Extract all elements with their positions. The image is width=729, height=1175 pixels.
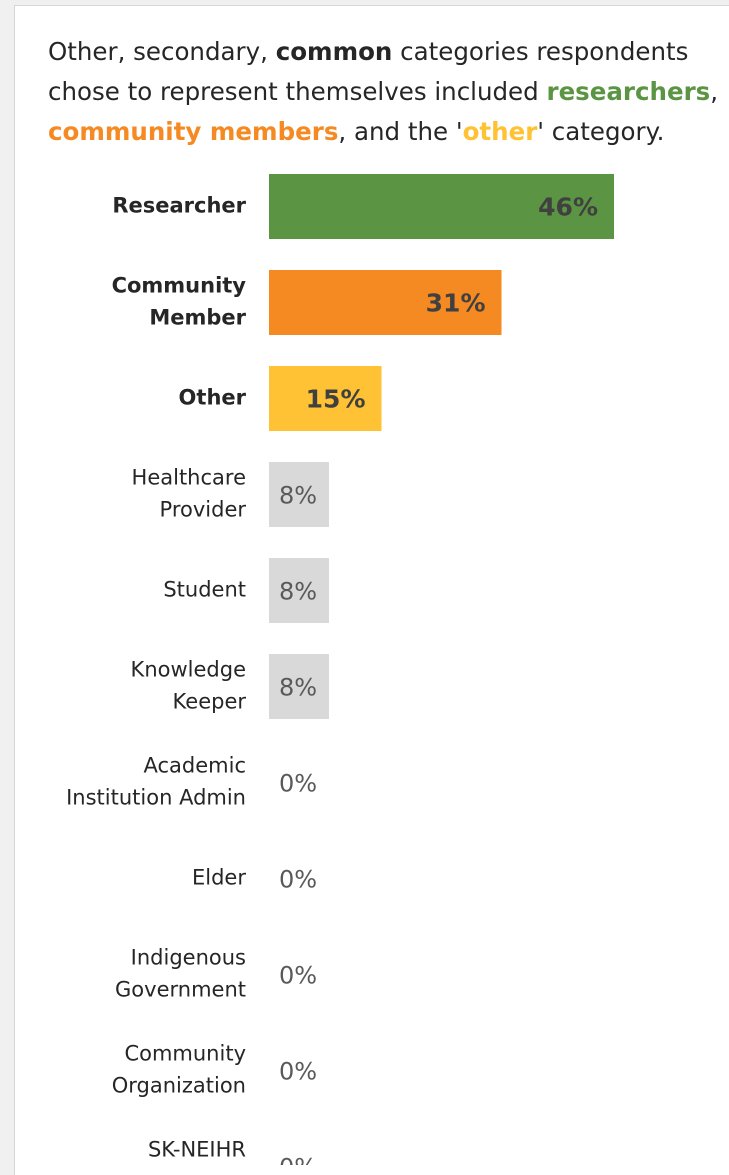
intro-part2: categories respondents chose to represen… <box>48 37 689 106</box>
category-label-healthcare-provider: Healthcare Provider <box>132 466 247 522</box>
category-label-indigenous-government: Indigenous Government <box>115 946 246 1002</box>
value-label-community-organization: 0% <box>279 1058 317 1086</box>
category-label-elder: Elder <box>192 866 246 890</box>
category-label-academic-institution-admin: Academic Institution Admin <box>66 754 246 810</box>
category-label-community-member: Community Member <box>112 274 247 330</box>
intro-part4: ' category. <box>537 117 665 146</box>
value-label-elder: 0% <box>279 866 317 894</box>
intro-comma1: , <box>710 77 719 106</box>
bar-knowledge-keeper <box>269 654 329 719</box>
value-label-knowledge-keeper: 8% <box>279 674 317 702</box>
value-label-academic-institution-admin: 0% <box>279 770 317 798</box>
bar-community-member <box>269 270 502 335</box>
value-label-indigenous-government: 0% <box>279 962 317 990</box>
intro-common: common <box>275 37 393 66</box>
intro-community-members: community members <box>48 117 339 146</box>
intro-part3: , and the ' <box>338 117 463 146</box>
category-label-community-organization: Community Organization <box>112 1042 246 1098</box>
bar-other <box>269 366 382 431</box>
bar-researcher <box>269 174 614 239</box>
intro-other: other <box>462 117 538 146</box>
value-label-researcher: 46% <box>538 193 598 222</box>
category-label-sk-neihr-leadership: SK-NEIHRLeadership <box>131 1138 246 1166</box>
intro-text: Other, secondary, common categories resp… <box>48 32 729 152</box>
value-label-healthcare-provider: 8% <box>279 482 317 510</box>
value-label-student: 8% <box>279 578 317 606</box>
category-label-other: Other <box>179 386 247 410</box>
category-label-student: Student <box>163 578 246 602</box>
category-label-knowledge-keeper: Knowledge Keeper <box>131 658 247 714</box>
value-label-sk-neihr-leadership: 0% <box>279 1154 317 1166</box>
value-label-other: 15% <box>306 385 366 414</box>
intro-part1: Other, secondary, <box>48 37 276 66</box>
intro-researchers: researchers <box>546 77 711 106</box>
bar-healthcare-provider <box>269 462 329 527</box>
value-label-community-member: 31% <box>426 289 486 318</box>
category-label-researcher: Researcher <box>112 194 246 218</box>
bar-student <box>269 558 329 623</box>
